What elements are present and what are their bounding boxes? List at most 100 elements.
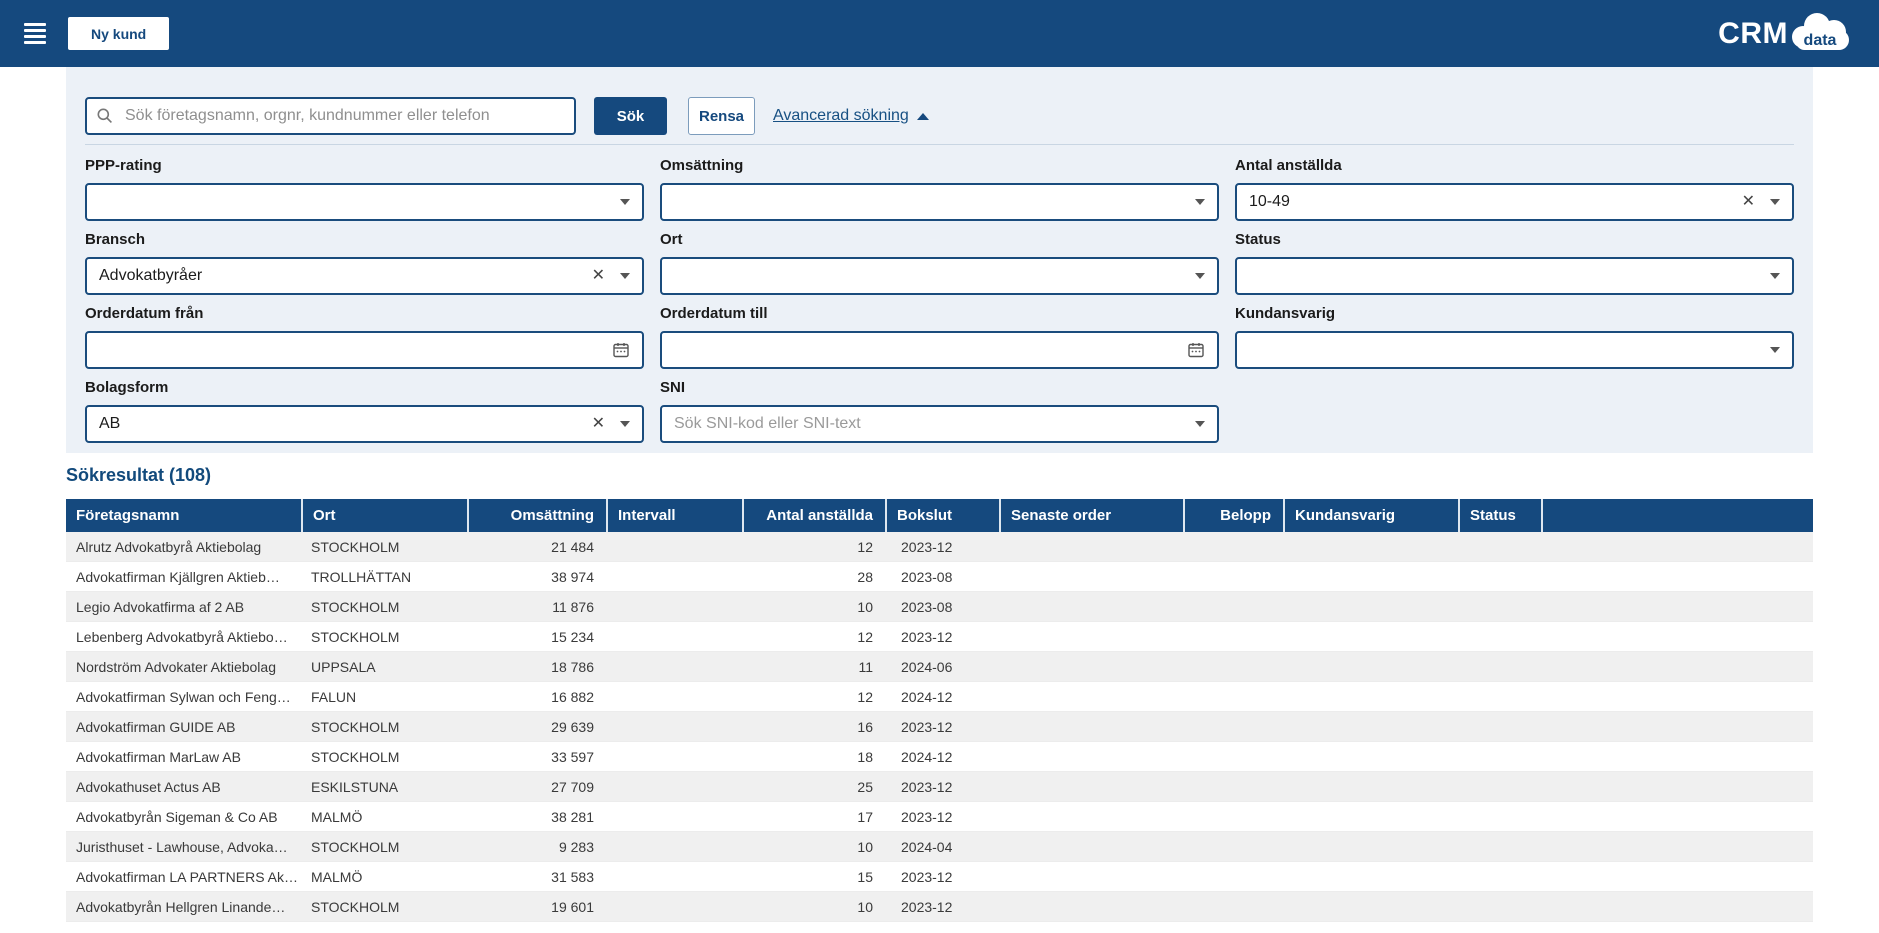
table-row[interactable]: Advokatfirman Sylwan och Feng… FALUN 16 88…: [66, 682, 1813, 712]
table-row[interactable]: Juristhuset - Lawhouse, Advoka… STOCKHOLM…: [66, 832, 1813, 862]
advanced-search-label: Avancerad sökning: [773, 107, 909, 124]
ppp-rating-select[interactable]: [85, 183, 644, 221]
cell: 10: [857, 838, 873, 855]
filter-kundansvarig: Kundansvarig: [1235, 305, 1794, 369]
omsattning-select[interactable]: [660, 183, 1219, 221]
column-header[interactable]: [1541, 499, 1813, 532]
filter-label: Status: [1235, 231, 1281, 248]
chevron-down-icon[interactable]: [620, 421, 630, 427]
filter-label: Ort: [660, 231, 683, 248]
search-filter-panel: Sök Rensa Avancerad sökning PPP-rating O…: [66, 67, 1813, 453]
table-row[interactable]: Advokatfirman GUIDE AB STOCKHOLM 29 639 16 2…: [66, 712, 1813, 742]
table-row[interactable]: Advokatfirman MarLaw AB STOCKHOLM 33 597 18…: [66, 742, 1813, 772]
filter-label: Bransch: [85, 231, 146, 248]
chevron-down-icon[interactable]: [1770, 273, 1780, 279]
column-header[interactable]: Senaste order: [999, 499, 1183, 532]
table-row[interactable]: Advokatbyrån Sigeman & Co AB MALMÖ 38 281 1…: [66, 802, 1813, 832]
cell: Alrutz Advokatbyrå Aktiebolag: [76, 538, 262, 555]
column-header[interactable]: Belopp: [1183, 499, 1283, 532]
filter-omsattning: Omsättning: [660, 157, 1219, 221]
column-header[interactable]: Företagsnamn: [76, 507, 180, 524]
cell: 2024-06: [901, 658, 953, 675]
clear-icon[interactable]: ✕: [591, 415, 605, 432]
search-input[interactable]: [85, 97, 576, 135]
cell: MALMÖ: [311, 808, 363, 825]
table-row[interactable]: Advokatfirman Kjällgren Aktieb… TROLLHÄTT…: [66, 562, 1813, 592]
filter-label: Bolagsform: [85, 379, 169, 396]
search-box: [85, 97, 576, 135]
chevron-up-icon: [916, 112, 929, 120]
search-button[interactable]: Sök: [594, 97, 667, 135]
cell: Lebenberg Advokatbyrå Aktiebo…: [76, 628, 288, 645]
clear-icon[interactable]: ✕: [591, 267, 605, 284]
table-row[interactable]: Advokatfirman LA PARTNERS Ak… MALMÖ 31 583…: [66, 862, 1813, 892]
cell: 18 786: [551, 658, 594, 675]
table-row[interactable]: Advokathuset Actus AB ESKILSTUNA 27 709 25 2…: [66, 772, 1813, 802]
orderdatum-till-input[interactable]: [660, 331, 1219, 369]
column-header[interactable]: Status: [1458, 499, 1541, 532]
column-header[interactable]: Antal anställda: [742, 499, 885, 532]
calendar-icon[interactable]: [612, 341, 630, 359]
cell: 2023-12: [901, 898, 953, 915]
cell: 17: [857, 808, 873, 825]
cell: 2023-12: [901, 628, 953, 645]
cell: 38 281: [551, 808, 594, 825]
cell: Advokatfirman MarLaw AB: [76, 748, 241, 765]
table-row[interactable]: Alrutz Advokatbyrå Aktiebolag STOCKHOLM 21…: [66, 532, 1813, 562]
column-header[interactable]: Ort: [301, 499, 467, 532]
calendar-icon[interactable]: [1187, 341, 1205, 359]
ort-select[interactable]: [660, 257, 1219, 295]
chevron-down-icon[interactable]: [1770, 347, 1780, 353]
cell: 29 639: [551, 718, 594, 735]
antal-anstallda-select[interactable]: 10-49 ✕: [1235, 183, 1794, 221]
cell: Nordström Advokater Aktiebolag: [76, 658, 276, 675]
sni-search-select[interactable]: Sök SNI-kod eller SNI-text: [660, 405, 1219, 443]
filter-grid: PPP-rating Omsättning Antal anställda 10…: [85, 157, 1794, 443]
crmdata-logo: CRM data: [1718, 12, 1852, 56]
column-header[interactable]: Kundansvarig: [1283, 499, 1458, 532]
filter-status: Status: [1235, 231, 1794, 295]
table-row[interactable]: Lebenberg Advokatbyrå Aktiebo… STOCKHOLM 1…: [66, 622, 1813, 652]
results-table-body: Alrutz Advokatbyrå Aktiebolag STOCKHOLM 21…: [66, 532, 1813, 922]
table-row[interactable]: Legio Advokatfirma af 2 AB STOCKHOLM 11 87…: [66, 592, 1813, 622]
hamburger-menu-icon[interactable]: [24, 23, 46, 44]
search-icon: [97, 108, 112, 123]
cell: FALUN: [311, 688, 357, 705]
chevron-down-icon[interactable]: [1770, 199, 1780, 205]
orderdatum-fran-input[interactable]: [85, 331, 644, 369]
status-select[interactable]: [1235, 257, 1794, 295]
clear-icon[interactable]: ✕: [1741, 193, 1755, 210]
cell: Advokathuset Actus AB: [76, 778, 221, 795]
cell: 2023-12: [901, 778, 953, 795]
clear-button[interactable]: Rensa: [688, 97, 755, 135]
new-customer-button[interactable]: Ny kund: [68, 17, 170, 50]
chevron-down-icon[interactable]: [1195, 199, 1205, 205]
column-header[interactable]: Bokslut: [885, 499, 999, 532]
cell: STOCKHOLM: [311, 718, 400, 735]
kundansvarig-select[interactable]: [1235, 331, 1794, 369]
cell: 25: [857, 778, 873, 795]
results-heading: Sökresultat (108): [66, 465, 212, 485]
cell: 15 234: [551, 628, 594, 645]
filter-sni: SNI Sök SNI-kod eller SNI-text: [660, 379, 1219, 443]
bolagsform-select[interactable]: AB ✕: [85, 405, 644, 443]
cell: 15: [857, 868, 873, 885]
cell: Advokatbyrån Sigeman & Co AB: [76, 808, 278, 825]
filter-ppp-rating: PPP-rating: [85, 157, 644, 221]
table-row[interactable]: Nordström Advokater Aktiebolag UPPSALA 18 …: [66, 652, 1813, 682]
cell: 2024-12: [901, 748, 953, 765]
chevron-down-icon[interactable]: [1195, 421, 1205, 427]
results-section: Sökresultat (108) Företagsnamn Ort Omsättn…: [66, 466, 1813, 922]
chevron-down-icon[interactable]: [1195, 273, 1205, 279]
advanced-search-link[interactable]: Avancerad sökning: [773, 107, 929, 125]
cell: Legio Advokatfirma af 2 AB: [76, 598, 245, 615]
column-header[interactable]: Omsättning: [467, 499, 606, 532]
bransch-select[interactable]: Advokatbyråer ✕: [85, 257, 644, 295]
filter-label: SNI: [660, 379, 686, 396]
cell: 12: [857, 628, 873, 645]
table-row[interactable]: Advokatbyrån Hellgren Linande… STOCKHOLM 1…: [66, 892, 1813, 922]
results-table: Företagsnamn Ort Omsättning Intervall Antal …: [66, 499, 1813, 922]
chevron-down-icon[interactable]: [620, 199, 630, 205]
column-header[interactable]: Intervall: [606, 499, 742, 532]
chevron-down-icon[interactable]: [620, 273, 630, 279]
